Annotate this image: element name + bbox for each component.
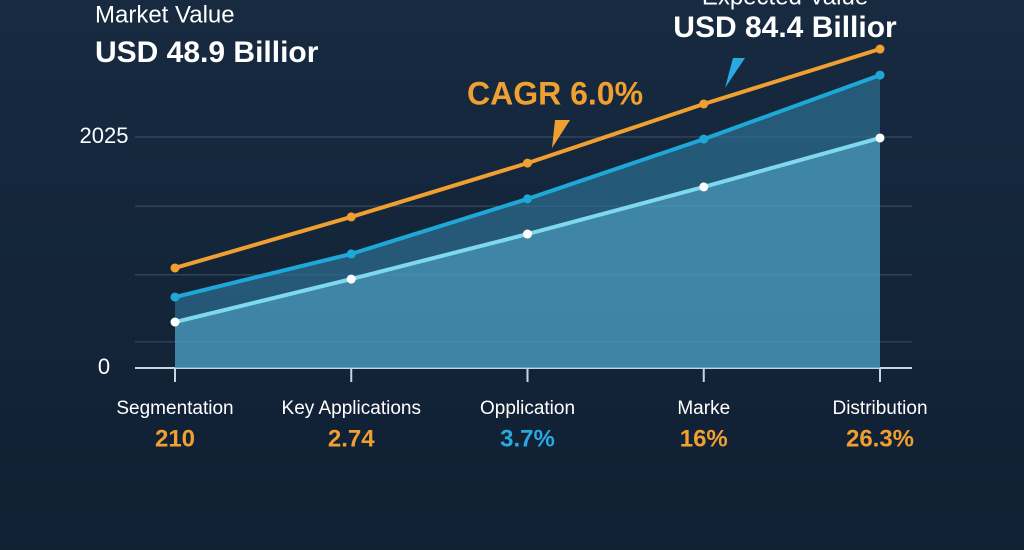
point: [346, 274, 356, 284]
right-label: Expected Value: [702, 0, 868, 10]
point: [523, 229, 532, 239]
category-value: 26.3%: [846, 425, 914, 452]
category-value: 2.74: [328, 425, 375, 452]
point: [170, 317, 180, 327]
plot: [135, 44, 912, 382]
area: [175, 137, 880, 368]
point: [523, 194, 532, 204]
point: [875, 70, 885, 80]
right-value: USD 84.4 Billior: [673, 11, 897, 44]
cagr-pointer: [552, 120, 570, 148]
y-tick-label: 0: [98, 354, 110, 379]
point: [346, 249, 356, 259]
point: [170, 292, 180, 302]
category-value: 210: [155, 425, 195, 452]
point: [523, 158, 532, 168]
point: [699, 99, 709, 109]
x-tick-label: Key Applications: [282, 398, 421, 419]
point: [346, 212, 356, 222]
cagr-label: CAGR 6.0%: [467, 75, 643, 111]
left-value: USD 48.9 Billior: [95, 36, 319, 69]
x-tick-label: Segmentation: [116, 398, 233, 419]
y-tick-label: 2025: [80, 123, 129, 148]
x-tick-label: Opplication: [480, 398, 575, 419]
category-value: 16%: [680, 425, 728, 452]
band-area: [175, 75, 880, 323]
point: [875, 44, 885, 54]
x-tick-label: Distribution: [832, 398, 927, 419]
left-label: Market Value: [95, 1, 235, 28]
category-value: 3.7%: [500, 425, 555, 452]
point: [699, 134, 709, 144]
expected-pointer: [725, 58, 745, 88]
point: [875, 133, 885, 143]
x-tick-label: Marke: [677, 398, 730, 419]
point: [699, 182, 709, 192]
point: [170, 263, 180, 273]
